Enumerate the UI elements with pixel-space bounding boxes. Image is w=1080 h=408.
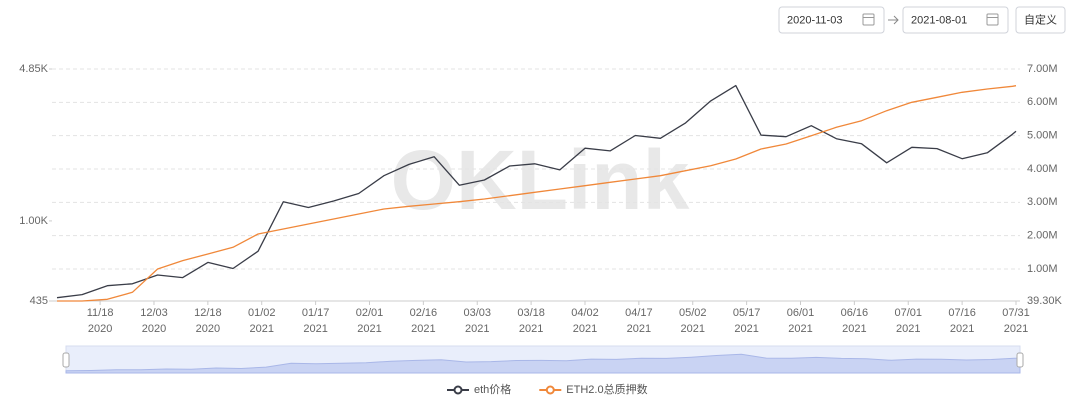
x-tick-label: 06/01	[787, 307, 815, 319]
calendar-icon	[862, 13, 875, 26]
x-tick-label: 11/18	[87, 307, 114, 319]
x-tick-label: 2021	[411, 323, 435, 335]
legend-item[interactable]: ETH2.0总质押数	[539, 382, 648, 396]
zoom-handle[interactable]	[1016, 352, 1024, 368]
x-tick-label: 07/31	[1002, 307, 1030, 319]
x-tick-label: 05/17	[733, 307, 761, 319]
x-tick-label: 04/17	[625, 307, 653, 319]
custom-button[interactable]	[1015, 6, 1066, 34]
x-tick-label: 07/01	[894, 307, 922, 319]
calendar-icon	[986, 13, 999, 26]
x-tick-label: 12/03	[140, 307, 168, 319]
custom-button-label[interactable]: 自定义	[1024, 12, 1057, 26]
x-tick-label: 2021	[842, 323, 866, 335]
x-tick-label: 2020	[142, 323, 166, 335]
x-tick-label: 06/16	[841, 307, 869, 319]
x-tick-label: 12/18	[194, 307, 222, 319]
x-tick-label: 07/16	[948, 307, 976, 319]
y2-tick-label: 39.30K	[1027, 295, 1063, 307]
start-date[interactable]: 2020-11-03	[787, 14, 842, 26]
x-tick-label: 01/17	[302, 307, 330, 319]
x-tick-label: 2021	[950, 323, 974, 335]
y2-tick-label: 5.00M	[1027, 130, 1058, 142]
x-tick-label: 02/16	[410, 307, 438, 319]
x-tick-label: 2021	[357, 323, 381, 335]
x-tick-label: 2021	[465, 323, 489, 335]
y-tick-label: 435	[30, 295, 48, 307]
x-tick-label: 2021	[573, 323, 597, 335]
x-tick-label: 2020	[196, 323, 220, 335]
y2-tick-label: 4.00M	[1027, 163, 1058, 175]
end-date-input[interactable]	[902, 6, 1009, 34]
x-tick-label: 03/03	[463, 307, 491, 319]
zoom-area	[65, 353, 1021, 374]
legend-marker	[453, 385, 463, 395]
x-tick-label: 2021	[627, 323, 651, 335]
y2-tick-label: 1.00M	[1027, 263, 1058, 275]
x-tick-label: 02/01	[356, 307, 384, 319]
y2-tick-label: 6.00M	[1027, 96, 1058, 108]
x-tick-label: 2021	[896, 323, 920, 335]
series-line	[57, 85, 1017, 302]
y2-tick-label: 7.00M	[1027, 63, 1058, 75]
x-tick-label: 2021	[1004, 323, 1028, 335]
x-tick-label: 05/02	[679, 307, 707, 319]
x-tick-label: 01/02	[248, 307, 276, 319]
legend-label: eth价格	[474, 382, 511, 396]
y2-tick-label: 2.00M	[1027, 230, 1058, 242]
x-tick-label: 2021	[519, 323, 543, 335]
y-tick-label: 4.85K	[19, 63, 48, 75]
x-tick-label: 2021	[680, 323, 704, 335]
series-line	[56, 84, 1017, 299]
zoom-handle[interactable]	[62, 352, 70, 368]
start-date-input[interactable]	[778, 6, 885, 34]
arrow-icon	[888, 15, 899, 25]
legend-item[interactable]: eth价格	[447, 382, 511, 396]
x-tick-label: 04/02	[571, 307, 599, 319]
x-tick-label: 2021	[734, 323, 758, 335]
y-tick-label: 1.00K	[19, 215, 48, 227]
x-tick-label: 2020	[88, 323, 112, 335]
legend-label: ETH2.0总质押数	[566, 382, 647, 396]
y2-tick-label: 3.00M	[1027, 196, 1058, 208]
x-tick-label: 03/18	[517, 307, 545, 319]
x-tick-label: 2021	[249, 323, 273, 335]
x-tick-label: 2021	[303, 323, 327, 335]
legend-marker	[545, 385, 555, 395]
x-tick-label: 2021	[788, 323, 812, 335]
end-date[interactable]: 2021-08-01	[911, 14, 967, 26]
watermark: OKLink	[391, 133, 690, 227]
